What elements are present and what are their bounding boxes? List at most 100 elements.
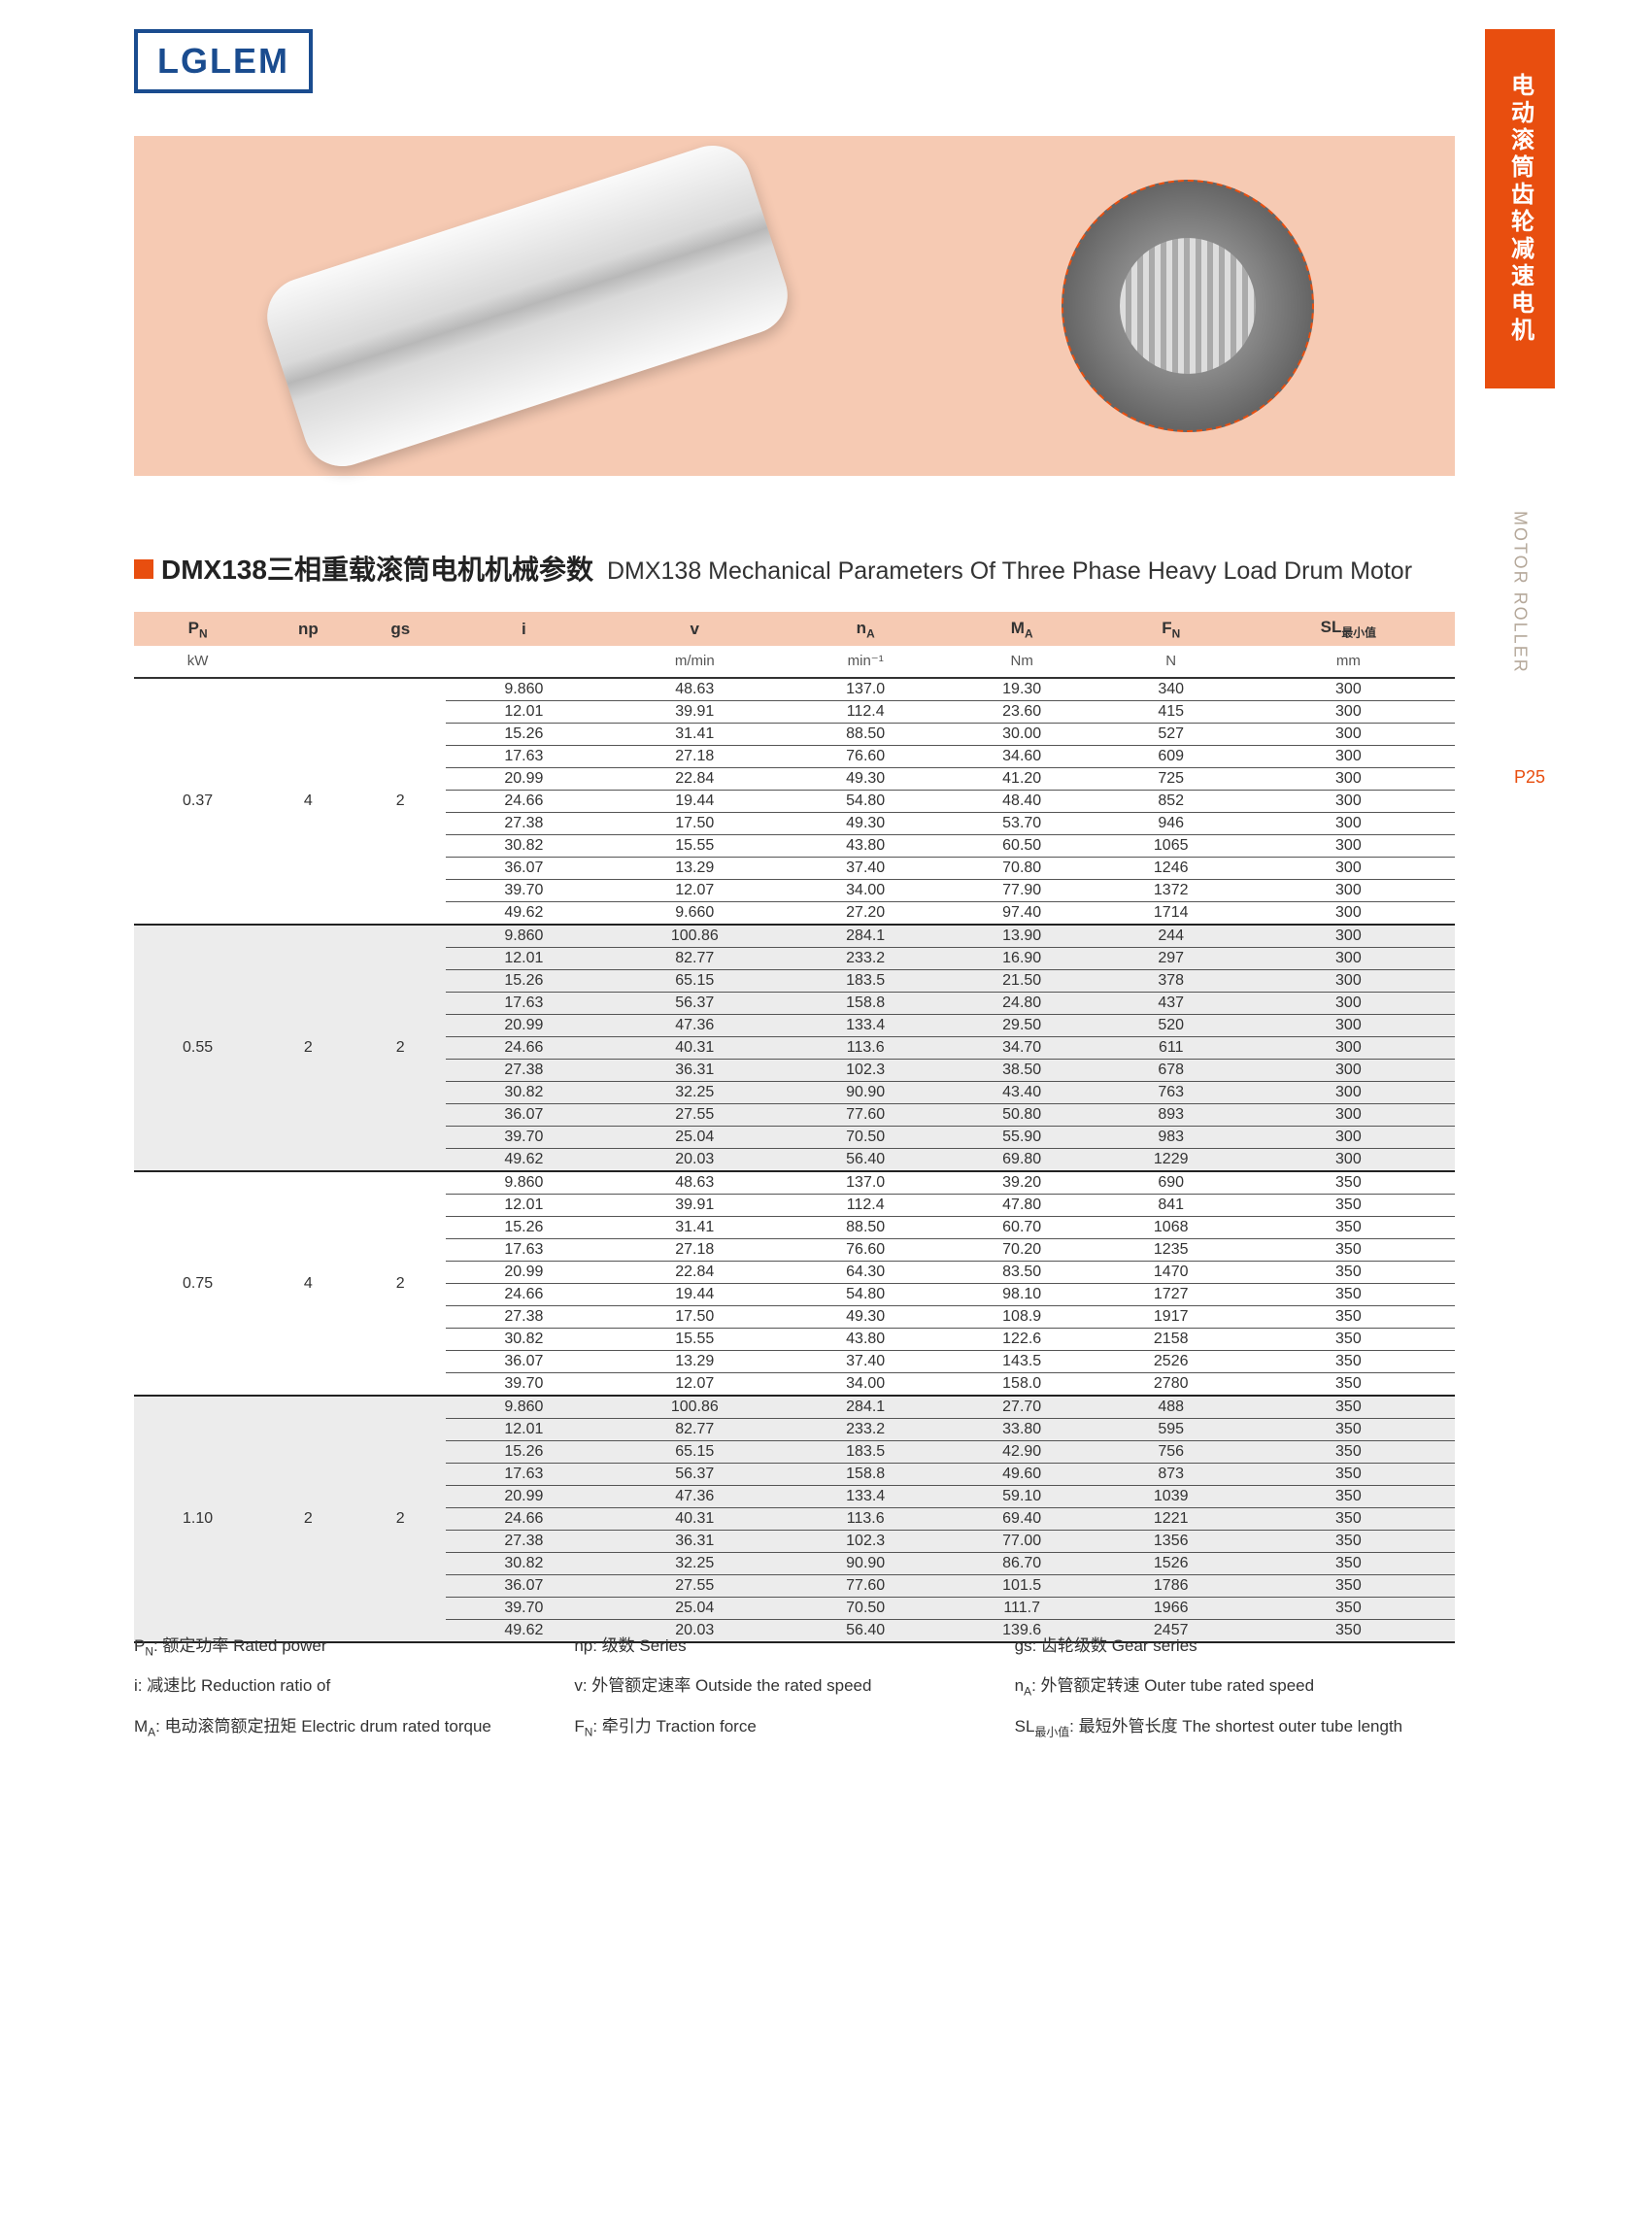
data-cell: 300 xyxy=(1242,1082,1455,1104)
legend-item: PN: 额定功率 Rated power xyxy=(134,1632,574,1658)
data-cell: 29.50 xyxy=(944,1015,1100,1037)
group-cell-gs: 2 xyxy=(355,678,446,925)
data-cell: 36.07 xyxy=(446,1104,602,1127)
legend-item: gs: 齿轮级数 Gear series xyxy=(1015,1632,1455,1658)
data-cell: 12.01 xyxy=(446,1419,602,1441)
data-cell: 2158 xyxy=(1100,1329,1242,1351)
data-cell: 112.4 xyxy=(788,1195,944,1217)
data-cell: 233.2 xyxy=(788,948,944,970)
data-cell: 1235 xyxy=(1100,1239,1242,1262)
group-cell-pn: 0.55 xyxy=(134,925,261,1171)
data-cell: 49.30 xyxy=(788,813,944,835)
data-cell: 15.26 xyxy=(446,724,602,746)
data-cell: 30.82 xyxy=(446,835,602,858)
data-cell: 300 xyxy=(1242,1127,1455,1149)
data-cell: 300 xyxy=(1242,880,1455,902)
column-unit: min⁻¹ xyxy=(788,646,944,678)
data-cell: 1065 xyxy=(1100,835,1242,858)
data-cell: 17.63 xyxy=(446,993,602,1015)
data-cell: 350 xyxy=(1242,1171,1455,1195)
data-cell: 158.0 xyxy=(944,1373,1100,1397)
data-cell: 122.6 xyxy=(944,1329,1100,1351)
data-cell: 350 xyxy=(1242,1284,1455,1306)
data-cell: 43.80 xyxy=(788,1329,944,1351)
data-cell: 27.55 xyxy=(602,1575,788,1598)
data-cell: 1526 xyxy=(1100,1553,1242,1575)
data-cell: 19.44 xyxy=(602,1284,788,1306)
data-cell: 47.36 xyxy=(602,1015,788,1037)
gear-detail-circle xyxy=(1062,180,1314,432)
column-unit: N xyxy=(1100,646,1242,678)
data-cell: 24.66 xyxy=(446,1508,602,1531)
data-cell: 350 xyxy=(1242,1306,1455,1329)
data-cell: 300 xyxy=(1242,858,1455,880)
data-cell: 56.40 xyxy=(788,1149,944,1172)
column-header: gs xyxy=(355,612,446,646)
data-cell: 32.25 xyxy=(602,1553,788,1575)
data-cell: 350 xyxy=(1242,1441,1455,1464)
data-cell: 595 xyxy=(1100,1419,1242,1441)
group-cell-pn: 1.10 xyxy=(134,1396,261,1642)
data-cell: 17.50 xyxy=(602,1306,788,1329)
group-cell-np: 2 xyxy=(261,1396,354,1642)
data-cell: 13.29 xyxy=(602,858,788,880)
data-cell: 25.04 xyxy=(602,1598,788,1620)
group-cell-gs: 2 xyxy=(355,925,446,1171)
data-cell: 300 xyxy=(1242,835,1455,858)
data-cell: 415 xyxy=(1100,701,1242,724)
data-cell: 83.50 xyxy=(944,1262,1100,1284)
data-cell: 158.8 xyxy=(788,993,944,1015)
data-cell: 12.01 xyxy=(446,948,602,970)
data-cell: 12.07 xyxy=(602,880,788,902)
data-cell: 108.9 xyxy=(944,1306,1100,1329)
data-cell: 13.90 xyxy=(944,925,1100,948)
data-cell: 37.40 xyxy=(788,1351,944,1373)
data-cell: 88.50 xyxy=(788,724,944,746)
group-cell-pn: 0.75 xyxy=(134,1171,261,1396)
data-cell: 9.860 xyxy=(446,925,602,948)
group-cell-gs: 2 xyxy=(355,1171,446,1396)
data-cell: 48.40 xyxy=(944,791,1100,813)
data-cell: 233.2 xyxy=(788,1419,944,1441)
data-cell: 20.99 xyxy=(446,1015,602,1037)
group-cell-np: 4 xyxy=(261,678,354,925)
data-cell: 9.860 xyxy=(446,678,602,701)
data-cell: 27.20 xyxy=(788,902,944,926)
data-cell: 34.70 xyxy=(944,1037,1100,1060)
column-unit xyxy=(261,646,354,678)
data-cell: 32.25 xyxy=(602,1082,788,1104)
data-cell: 41.20 xyxy=(944,768,1100,791)
data-cell: 841 xyxy=(1100,1195,1242,1217)
data-cell: 300 xyxy=(1242,813,1455,835)
logo: LGLEM xyxy=(134,29,313,93)
data-cell: 70.80 xyxy=(944,858,1100,880)
data-cell: 24.66 xyxy=(446,1284,602,1306)
legend-item: MA: 电动滚筒额定扭矩 Electric drum rated torque xyxy=(134,1712,574,1739)
table-row: 0.55229.860100.86284.113.90244300 xyxy=(134,925,1455,948)
data-cell: 53.70 xyxy=(944,813,1100,835)
data-cell: 20.99 xyxy=(446,1262,602,1284)
data-cell: 55.90 xyxy=(944,1127,1100,1149)
data-cell: 25.04 xyxy=(602,1127,788,1149)
data-cell: 15.26 xyxy=(446,970,602,993)
data-cell: 112.4 xyxy=(788,701,944,724)
data-cell: 43.80 xyxy=(788,835,944,858)
column-unit: kW xyxy=(134,646,261,678)
data-cell: 24.66 xyxy=(446,1037,602,1060)
hero-image-panel xyxy=(134,136,1455,476)
data-cell: 27.38 xyxy=(446,1306,602,1329)
legend-item: FN: 牵引力 Traction force xyxy=(574,1712,1014,1739)
data-cell: 350 xyxy=(1242,1486,1455,1508)
data-cell: 101.5 xyxy=(944,1575,1100,1598)
data-cell: 9.860 xyxy=(446,1171,602,1195)
data-cell: 31.41 xyxy=(602,1217,788,1239)
column-unit xyxy=(446,646,602,678)
page-number: P25 xyxy=(1514,767,1545,788)
data-cell: 49.62 xyxy=(446,902,602,926)
data-cell: 20.03 xyxy=(602,1149,788,1172)
data-cell: 43.40 xyxy=(944,1082,1100,1104)
data-cell: 65.15 xyxy=(602,1441,788,1464)
data-cell: 27.38 xyxy=(446,813,602,835)
data-cell: 350 xyxy=(1242,1531,1455,1553)
parameters-table: PNnpgsivnAMAFNSL最小值 kWm/minmin⁻¹NmNmm 0.… xyxy=(134,612,1455,1643)
